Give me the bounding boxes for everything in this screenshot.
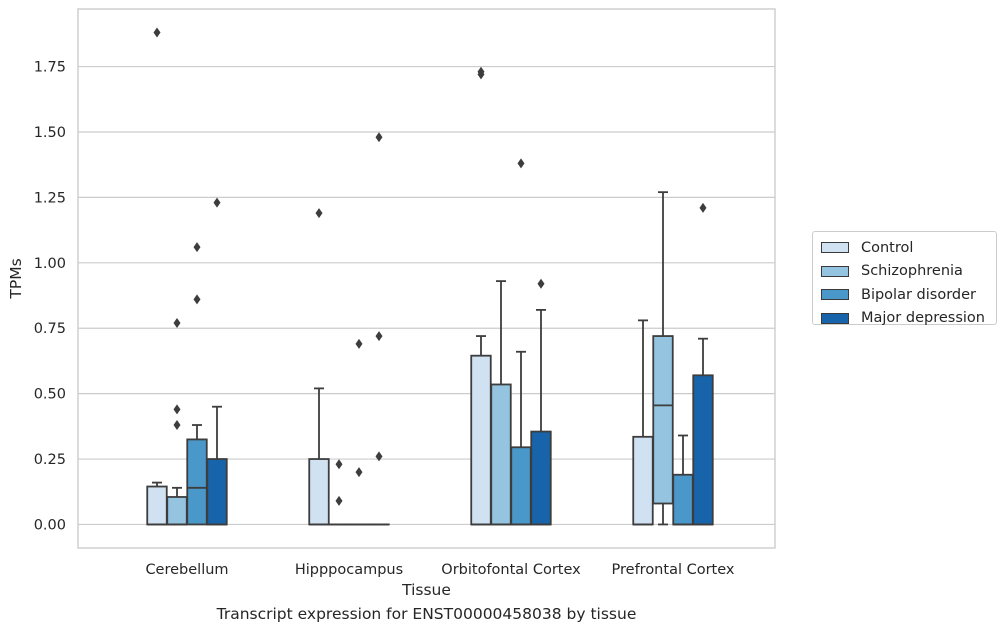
y-tick-label: 0.00 (34, 517, 66, 533)
outlier-point (375, 331, 383, 342)
box (672, 473, 694, 526)
outlier-point (537, 278, 545, 289)
box (206, 458, 228, 526)
legend-swatch (821, 312, 849, 324)
outlier-point (335, 459, 343, 470)
outlier-point (173, 420, 181, 431)
outlier-point (477, 66, 485, 77)
x-tick-label: Hipppocampus (295, 562, 403, 578)
x-tick-label: Prefrontal Cortex (612, 562, 735, 578)
outlier-point (193, 242, 201, 253)
legend-item: Major depression (821, 307, 988, 331)
box (692, 374, 714, 526)
outlier-point (699, 202, 707, 213)
legend-item: Bipolar disorder (821, 283, 988, 307)
chart-caption: Transcript expression for ENST0000045803… (216, 605, 637, 623)
box (510, 446, 532, 526)
legend-label: Control (861, 239, 914, 256)
box (308, 458, 330, 526)
outlier-point (335, 495, 343, 506)
box (146, 485, 168, 526)
legend-label: Major depression (861, 310, 985, 327)
box (470, 354, 492, 526)
y-tick-label: 0.75 (34, 321, 66, 337)
legend-item: Schizophrenia (821, 260, 988, 284)
outlier-point (153, 27, 161, 38)
legend-swatch (821, 265, 849, 277)
plot-frame (77, 8, 776, 549)
x-axis-label: Tissue (401, 581, 451, 599)
y-tick-label: 0.25 (34, 452, 66, 468)
outlier-point (193, 294, 201, 305)
y-axis-label: TPMs (7, 258, 25, 299)
legend-item: Control (821, 236, 988, 260)
outlier-point (173, 404, 181, 415)
box (652, 335, 674, 505)
y-tick-label: 1.75 (34, 60, 66, 76)
outlier-point (517, 158, 525, 169)
x-tick-label: Orbitofontal Cortex (441, 562, 581, 578)
x-tick-label: Cerebellum (145, 562, 228, 578)
outlier-point (355, 467, 363, 478)
box (166, 496, 188, 526)
box (530, 430, 552, 526)
legend-label: Bipolar disorder (861, 286, 976, 303)
legend-swatch (821, 242, 849, 254)
y-tick-label: 1.50 (34, 125, 66, 141)
outlier-point (355, 338, 363, 349)
y-tick-label: 1.00 (34, 256, 66, 272)
outlier-point (375, 451, 383, 462)
outlier-point (375, 132, 383, 143)
y-tick-label: 1.25 (34, 190, 66, 206)
legend-label: Schizophrenia (861, 263, 963, 280)
outlier-point (213, 197, 221, 208)
box (186, 438, 208, 526)
y-tick-label: 0.50 (34, 387, 66, 403)
legend-swatch (821, 289, 849, 301)
outlier-point (173, 317, 181, 328)
outlier-point (315, 208, 323, 219)
box (632, 435, 654, 526)
box (490, 383, 512, 526)
legend: Control Schizophrenia Bipolar disorder Majo… (812, 231, 997, 326)
